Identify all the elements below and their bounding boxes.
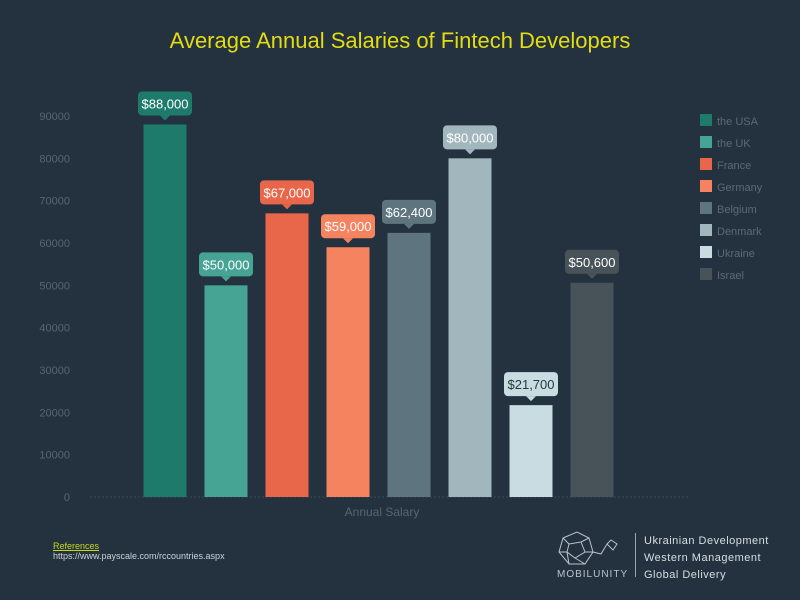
data-label-pointer [343, 238, 353, 244]
logo-name: MOBILUNITY [557, 569, 629, 580]
data-label-box [260, 180, 314, 205]
legend-label: Ukraine [717, 248, 755, 260]
legend-swatch [700, 180, 712, 192]
data-label-box [321, 214, 375, 239]
legend-swatch [700, 202, 712, 214]
data-label-box [382, 199, 436, 224]
legend-label: the UK [717, 138, 751, 150]
chart-title: Average Annual Salaries of Fintech Devel… [169, 28, 631, 53]
bar-belgium [387, 232, 431, 497]
legend-label: Germany [717, 182, 763, 194]
y-tick-label: 20000 [39, 407, 70, 419]
references-heading[interactable]: References [53, 541, 100, 551]
data-label: $50,600 [569, 255, 616, 270]
data-label-pointer [221, 276, 231, 282]
data-label: $50,000 [203, 257, 250, 272]
legend-swatch [700, 158, 712, 170]
bar-the-usa [143, 124, 187, 497]
y-tick-label: 10000 [39, 450, 70, 462]
mobilunity-logo: MOBILUNITY Ukrainian Development Western… [555, 530, 785, 585]
data-label-box [138, 91, 192, 116]
y-tick-label: 40000 [39, 323, 70, 335]
y-tick-label: 70000 [39, 196, 70, 208]
legend-swatch [700, 246, 712, 258]
references-url[interactable]: https://www.payscale.com/rccountries.asp… [53, 551, 225, 561]
y-tick-label: 60000 [39, 238, 70, 250]
legend-swatch [700, 268, 712, 280]
data-label-box [504, 372, 558, 397]
legend-label: the USA [717, 116, 759, 128]
data-label: $21,700 [508, 377, 555, 392]
bar-the-uk [204, 285, 248, 497]
legend-swatch [700, 224, 712, 236]
data-label-pointer [160, 115, 170, 121]
logo-taglines: Ukrainian Development Western Management… [644, 533, 769, 584]
data-label-box [199, 252, 253, 277]
x-axis-label: Annual Salary [345, 505, 420, 519]
y-tick-label: 30000 [39, 365, 70, 377]
data-label: $88,000 [142, 96, 189, 111]
bar-israel [570, 282, 614, 497]
legend-label: Denmark [717, 226, 762, 238]
legend-label: Israel [717, 270, 744, 282]
y-tick-label: 90000 [39, 111, 70, 123]
legend-swatch [700, 114, 712, 126]
data-label-pointer [465, 149, 475, 155]
data-label: $59,000 [325, 219, 372, 234]
bar-ukraine [509, 405, 553, 497]
whale-icon [558, 531, 618, 565]
bar-france [265, 213, 309, 497]
y-tick-label: 0 [64, 492, 70, 504]
bar-denmark [448, 158, 492, 498]
data-label-pointer [404, 223, 414, 229]
logo-divider [635, 533, 636, 577]
tagline: Ukrainian Development [644, 535, 769, 547]
legend-label: Belgium [717, 204, 757, 216]
data-label: $67,000 [264, 185, 311, 200]
data-label-pointer [587, 273, 597, 279]
data-label-box [565, 249, 619, 274]
bar-germany [326, 247, 370, 497]
data-label-pointer [526, 396, 536, 402]
data-label-pointer [282, 204, 292, 210]
tagline: Western Management [644, 552, 762, 564]
tagline: Global Delivery [644, 569, 727, 581]
legend-swatch [700, 136, 712, 148]
references: References https://www.payscale.com/rcco… [53, 541, 225, 561]
data-label: $62,400 [386, 205, 433, 220]
y-tick-label: 80000 [39, 153, 70, 165]
data-label: $80,000 [447, 130, 494, 145]
y-tick-label: 50000 [39, 280, 70, 292]
data-label-box [443, 125, 497, 150]
legend-label: France [717, 160, 751, 172]
